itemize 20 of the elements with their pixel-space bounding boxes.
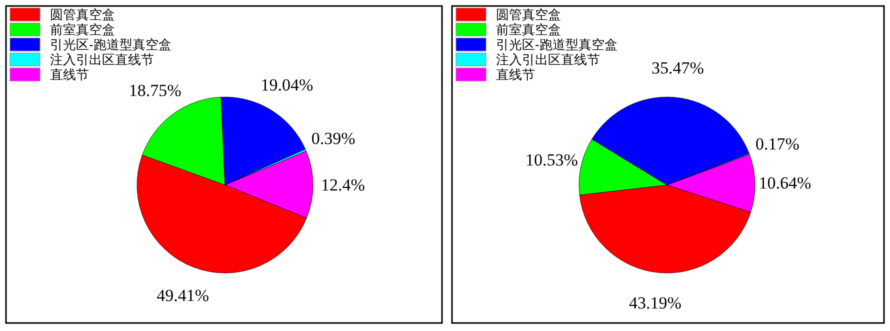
data-label: 0.17% — [755, 134, 800, 154]
data-label: 12.4% — [321, 175, 365, 194]
data-label: 18.75% — [128, 80, 182, 100]
legend-label: 圆管真空盒 — [496, 7, 561, 22]
legend-label: 前室真空盒 — [50, 22, 115, 37]
legend-label: 注入引出区直线节 — [50, 52, 154, 67]
data-label: 0.39% — [311, 129, 356, 148]
data-label: 49.41% — [156, 286, 210, 306]
legend-label: 注入引出区直线节 — [496, 52, 600, 67]
legend-label: 引光区-跑道型真空盒 — [50, 37, 172, 52]
legend-label: 圆管真空盒 — [50, 7, 115, 22]
legend-label: 引光区-跑道型真空盒 — [496, 37, 618, 52]
legend-label: 直线节 — [50, 67, 89, 82]
data-label: 19.04% — [260, 76, 314, 95]
data-label: 43.19% — [628, 293, 682, 312]
data-label: 10.53% — [526, 150, 578, 170]
legend-label: 直线节 — [496, 67, 535, 82]
legend-label: 前室真空盒 — [496, 22, 561, 37]
data-label: 10.64% — [758, 174, 812, 193]
data-label: 35.47% — [652, 58, 704, 78]
